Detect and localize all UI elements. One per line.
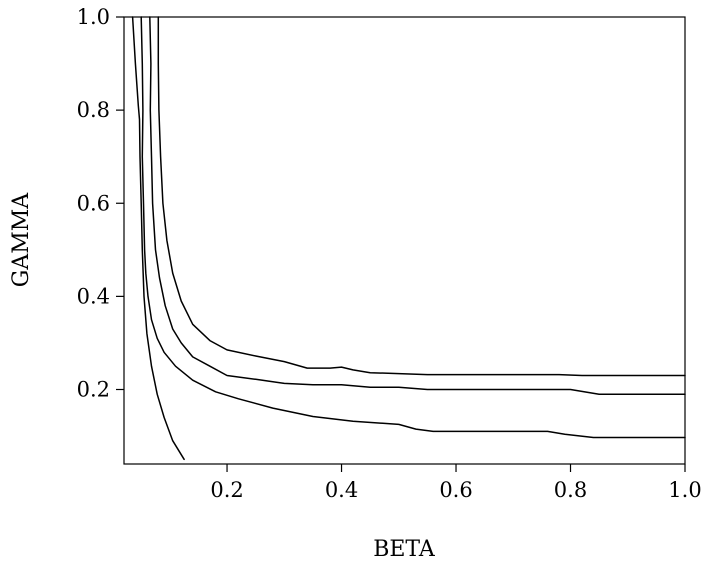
y-axis-title: GAMMA [9, 192, 34, 288]
x-tick-label: 0.8 [554, 478, 587, 502]
plot-frame [123, 16, 686, 465]
y-tick-label: 0.4 [77, 284, 110, 308]
x-axis: 0.2 0.4 0.6 0.8 1.0 [210, 464, 702, 502]
contour-line [131, 16, 185, 461]
contour-line [149, 16, 686, 395]
plot-frame-group [123, 16, 686, 465]
y-tick-label: 0.8 [77, 98, 110, 122]
x-axis-title: BETA [373, 537, 436, 562]
x-tick-label: 0.2 [210, 478, 243, 502]
x-tick-label: 0.4 [325, 478, 358, 502]
y-tick-label: 0.6 [77, 191, 110, 215]
contour-lines [131, 16, 686, 461]
y-tick-label: 0.2 [77, 378, 110, 402]
contour-line [157, 16, 686, 377]
contour-line [140, 16, 686, 439]
x-tick-label: 0.6 [439, 478, 472, 502]
y-tick-label: 1.0 [77, 5, 110, 29]
y-axis: 0.2 0.4 0.6 0.8 1.0 [77, 5, 124, 402]
x-tick-label: 1.0 [668, 478, 701, 502]
